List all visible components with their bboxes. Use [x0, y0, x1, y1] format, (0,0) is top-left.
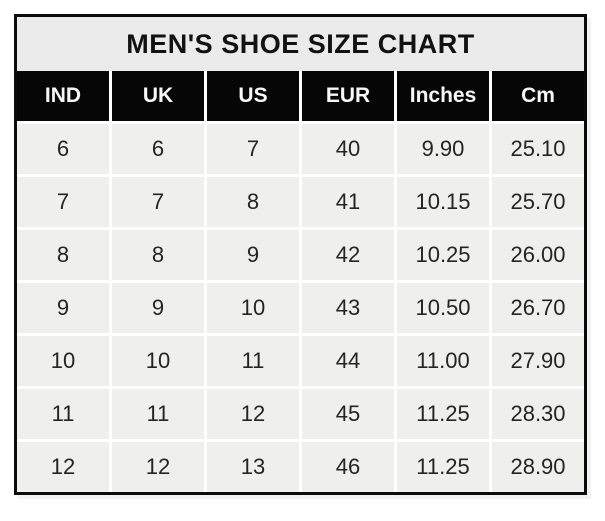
table-cell: 43 — [302, 283, 394, 333]
table-cell: 11 — [207, 336, 299, 386]
column-header-eur: EUR — [302, 71, 394, 121]
table-cell: 6 — [17, 124, 109, 174]
table-cell: 10 — [17, 336, 109, 386]
table-cell: 9 — [17, 283, 109, 333]
table-cell: 9.90 — [397, 124, 489, 174]
table-cell: 8 — [207, 177, 299, 227]
table-cell: 11 — [17, 389, 109, 439]
table-cell: 7 — [17, 177, 109, 227]
table-cell: 28.90 — [492, 442, 584, 492]
table-cell: 11 — [112, 389, 204, 439]
table-cell: 7 — [207, 124, 299, 174]
table-cell: 9 — [112, 283, 204, 333]
table-cell: 25.10 — [492, 124, 584, 174]
table-cell: 6 — [112, 124, 204, 174]
size-table: IND UK US EUR Inches Cm 6 6 7 40 9.90 25… — [17, 71, 584, 492]
table-cell: 9 — [207, 230, 299, 280]
table-cell: 40 — [302, 124, 394, 174]
table-cell: 7 — [112, 177, 204, 227]
column-header-ind: IND — [17, 71, 109, 121]
table-cell: 41 — [302, 177, 394, 227]
table-cell: 28.30 — [492, 389, 584, 439]
table-cell: 26.00 — [492, 230, 584, 280]
table-cell: 44 — [302, 336, 394, 386]
table-cell: 12 — [112, 442, 204, 492]
column-header-inches: Inches — [397, 71, 489, 121]
table-cell: 25.70 — [492, 177, 584, 227]
table-cell: 42 — [302, 230, 394, 280]
chart-title: MEN'S SHOE SIZE CHART — [17, 17, 584, 71]
table-cell: 13 — [207, 442, 299, 492]
column-header-uk: UK — [112, 71, 204, 121]
table-cell: 11.00 — [397, 336, 489, 386]
table-cell: 8 — [112, 230, 204, 280]
column-header-cm: Cm — [492, 71, 584, 121]
shoe-size-chart: MEN'S SHOE SIZE CHART IND UK US EUR Inch… — [14, 14, 587, 495]
table-cell: 8 — [17, 230, 109, 280]
table-cell: 11.25 — [397, 442, 489, 492]
table-cell: 46 — [302, 442, 394, 492]
table-cell: 10 — [207, 283, 299, 333]
table-cell: 10.25 — [397, 230, 489, 280]
table-cell: 12 — [17, 442, 109, 492]
column-header-us: US — [207, 71, 299, 121]
table-cell: 10 — [112, 336, 204, 386]
table-cell: 27.90 — [492, 336, 584, 386]
table-cell: 45 — [302, 389, 394, 439]
table-cell: 11.25 — [397, 389, 489, 439]
table-cell: 10.50 — [397, 283, 489, 333]
table-cell: 26.70 — [492, 283, 584, 333]
table-cell: 10.15 — [397, 177, 489, 227]
table-cell: 12 — [207, 389, 299, 439]
